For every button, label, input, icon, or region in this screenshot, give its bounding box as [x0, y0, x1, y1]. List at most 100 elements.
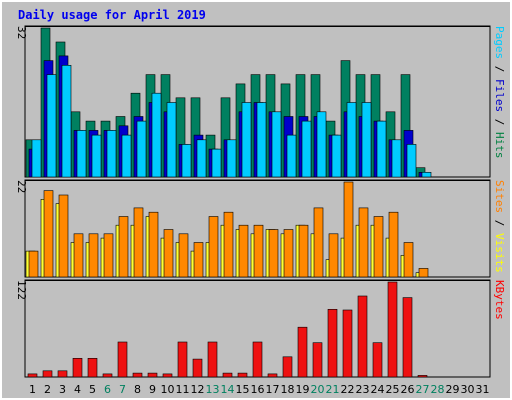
bar-kbytes — [102, 373, 113, 378]
x-tick-label: 18 — [281, 383, 295, 396]
legend-separator: / — [493, 112, 506, 132]
x-tick-label: 8 — [134, 383, 141, 396]
bar-pages — [181, 144, 192, 178]
legend-separator: / — [493, 213, 506, 233]
bar-kbytes — [132, 372, 143, 378]
x-tick-label: 19 — [296, 383, 310, 396]
bar-sites — [28, 250, 39, 278]
y-max-label: 32 — [15, 26, 28, 39]
bar-kbytes — [162, 373, 173, 378]
bar-kbytes — [42, 370, 53, 378]
bar-pages — [421, 172, 432, 178]
bar-pages — [346, 102, 357, 178]
bar-pages — [361, 102, 372, 178]
bar-pages — [196, 139, 207, 178]
bar-kbytes — [147, 372, 158, 378]
x-tick-label: 20 — [311, 383, 325, 396]
bar-kbytes — [177, 341, 188, 378]
legend-visits: Visits — [493, 233, 506, 273]
x-tick-label: 6 — [104, 383, 111, 396]
series-legend: KBytes — [493, 280, 506, 320]
bar-sites — [88, 233, 99, 278]
bar-sites — [373, 216, 384, 278]
bar-sites — [418, 268, 429, 278]
bar-kbytes — [237, 372, 248, 378]
x-tick-label: 16 — [251, 383, 265, 396]
x-tick-label: 15 — [236, 383, 250, 396]
bar-kbytes — [72, 357, 83, 378]
bar-pages — [166, 102, 177, 178]
x-tick-label: 29 — [446, 383, 460, 396]
bar-kbytes — [387, 281, 398, 378]
legend-pages: Pages — [493, 26, 506, 59]
bar-kbytes — [372, 342, 383, 378]
series-legend: Sites / Visits — [493, 180, 506, 273]
bar-pages — [31, 139, 42, 178]
bar-sites — [253, 224, 264, 278]
x-tick-label: 26 — [401, 383, 415, 396]
x-tick-label: 27 — [416, 383, 430, 396]
bar-sites — [58, 194, 69, 278]
bar-sites — [403, 242, 414, 278]
bar-pages — [256, 102, 267, 178]
bar-sites — [238, 224, 249, 278]
bar-sites — [313, 207, 324, 278]
chart-title: Daily usage for April 2019 — [18, 8, 206, 22]
bar-pages — [76, 130, 87, 178]
bar-pages — [61, 65, 72, 178]
bar-pages — [406, 144, 417, 178]
bar-sites — [268, 229, 279, 278]
bar-pages — [241, 102, 252, 178]
bar-kbytes — [297, 326, 308, 378]
x-tick-label: 14 — [221, 383, 235, 396]
bar-kbytes — [312, 342, 323, 378]
bar-kbytes — [282, 356, 293, 378]
x-tick-label: 23 — [356, 383, 370, 396]
bar-sites — [73, 233, 84, 278]
bar-pages — [136, 120, 147, 178]
bar-sites — [328, 233, 339, 278]
bar-pages — [226, 139, 237, 178]
series-legend: Pages / Files / Hits — [493, 26, 506, 159]
bar-sites — [343, 181, 354, 278]
bar-kbytes — [417, 375, 428, 378]
bar-kbytes — [252, 341, 263, 378]
bar-sites — [193, 242, 204, 278]
bar-sites — [283, 229, 294, 278]
bar-sites — [103, 233, 114, 278]
x-tick-label: 28 — [431, 383, 445, 396]
bar-pages — [391, 139, 402, 178]
bar-kbytes — [222, 372, 233, 378]
x-tick-label: 30 — [461, 383, 475, 396]
bar-sites — [298, 224, 309, 278]
x-tick-label: 25 — [386, 383, 400, 396]
x-tick-label: 17 — [266, 383, 280, 396]
bar-pages — [286, 134, 297, 178]
bar-pages — [316, 111, 327, 178]
x-tick-label: 22 — [341, 383, 355, 396]
bar-sites — [163, 229, 174, 278]
bar-sites — [388, 211, 399, 278]
x-tick-label: 13 — [206, 383, 220, 396]
bar-kbytes — [57, 370, 68, 378]
bar-pages — [91, 134, 102, 178]
bar-kbytes — [192, 358, 203, 378]
bar-pages — [151, 92, 162, 178]
bar-kbytes — [327, 308, 338, 378]
bar-sites — [148, 211, 159, 278]
x-tick-label: 24 — [371, 383, 385, 396]
x-tick-label: 31 — [476, 383, 490, 396]
bar-kbytes — [207, 341, 218, 378]
bar-pages — [301, 120, 312, 178]
bar-sites — [223, 211, 234, 278]
bar-pages — [331, 134, 342, 178]
bar-kbytes — [342, 309, 353, 378]
bar-sites — [43, 190, 54, 278]
x-tick-label: 4 — [74, 383, 81, 396]
x-tick-label: 10 — [161, 383, 175, 396]
bar-kbytes — [402, 297, 413, 378]
x-tick-label: 9 — [149, 383, 156, 396]
bar-sites — [358, 207, 369, 278]
